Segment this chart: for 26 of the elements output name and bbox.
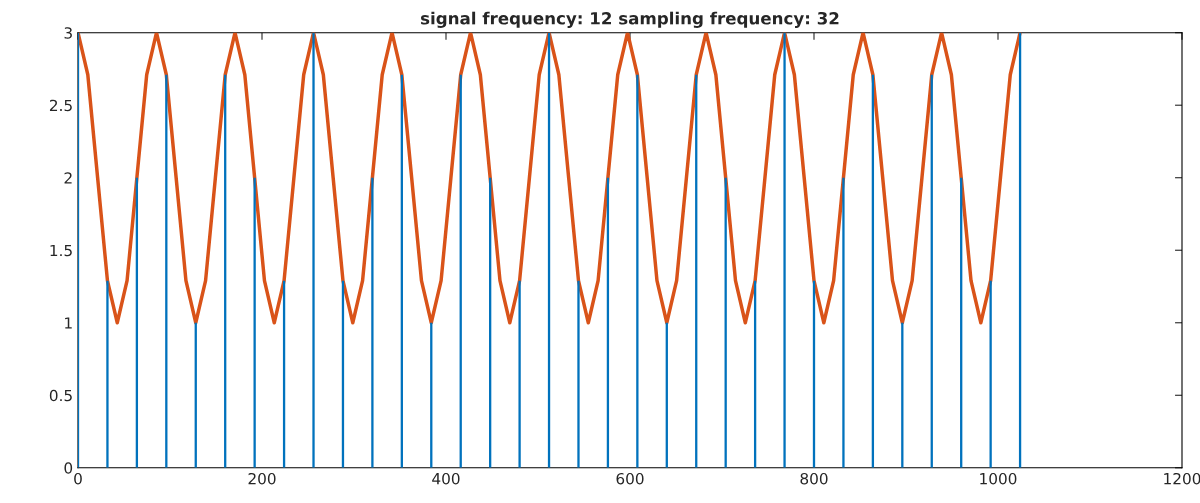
x-tick-label: 600 [616, 472, 644, 485]
bar [312, 32, 315, 468]
bar [371, 177, 374, 468]
y-tick-label: 0.5 [49, 389, 72, 402]
bar [253, 177, 256, 468]
bar [783, 32, 786, 468]
chart-title: signal frequency: 12 sampling frequency: 32 [420, 11, 839, 28]
bar [989, 280, 992, 468]
bar [577, 280, 580, 468]
line-series [78, 32, 1022, 325]
bar [636, 74, 639, 468]
x-tick-label: 1200 [1164, 472, 1200, 485]
y-tick-label: 3 [64, 27, 72, 39]
x-tick-label: 200 [248, 472, 276, 485]
y-tick-label: 1.5 [50, 244, 72, 257]
bar [518, 280, 521, 468]
x-tick-label: 800 [800, 472, 828, 485]
y-tick-label: 2.5 [49, 99, 72, 112]
x-tick-label: 400 [432, 472, 460, 485]
y-tick-label: 1 [65, 317, 72, 329]
y-tick-label: 2 [64, 172, 72, 184]
bar [106, 280, 109, 468]
y-tick-label: 0 [64, 462, 73, 474]
x-tick-label: 0 [74, 472, 82, 485]
x-tick-label: 1000 [980, 472, 1017, 485]
bar [842, 177, 845, 468]
